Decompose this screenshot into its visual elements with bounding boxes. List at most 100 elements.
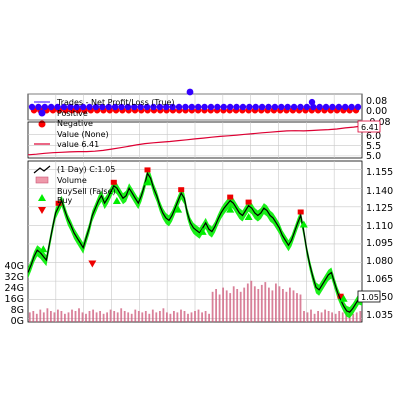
positive-trade-marker xyxy=(290,103,298,111)
volume-bar xyxy=(215,289,217,322)
price-y-tick: 1.080 xyxy=(366,256,393,267)
volume-bar xyxy=(53,312,56,322)
price-y-tick: 1.095 xyxy=(366,238,393,249)
volume-bar xyxy=(257,289,260,322)
positive-trade-marker xyxy=(329,103,336,111)
positive-trade-marker xyxy=(220,103,227,111)
value-y-tick: 5.0 xyxy=(366,151,381,162)
volume-bar xyxy=(123,311,126,322)
price-red-bar xyxy=(178,187,185,193)
value-y-ticks: 6.0 5.5 5.0 xyxy=(366,131,381,162)
volume-bar xyxy=(341,312,344,322)
negative-legend-marker xyxy=(38,120,46,128)
positive-trade-marker xyxy=(118,103,125,111)
volume-bar xyxy=(127,312,130,322)
volume-bar xyxy=(253,286,256,323)
buy-marker xyxy=(112,196,121,204)
positive-trade-marker xyxy=(35,103,42,111)
volume-bar xyxy=(310,309,312,322)
volume-bar xyxy=(78,308,80,323)
volume-bar xyxy=(187,313,189,323)
volume-bar xyxy=(299,294,302,322)
positive-trade-marker xyxy=(188,103,196,111)
sell-legend-marker xyxy=(38,207,46,214)
volume-bar xyxy=(271,290,274,322)
volume-bar xyxy=(243,287,246,322)
value-last-tag: 6.41 xyxy=(357,120,381,133)
volume-bar xyxy=(141,312,144,322)
buysell-legend-title: BuySell (False) xyxy=(57,187,116,196)
volume-y-tick: 24G xyxy=(5,283,24,294)
positive-trade-marker xyxy=(207,103,215,111)
volume-bar xyxy=(134,309,137,322)
positive-trade-marker xyxy=(137,103,144,111)
buy-marker xyxy=(226,205,235,213)
volume-bar xyxy=(194,311,196,322)
volume-y-ticks: 40G 32G 24G 16G 8G 0G xyxy=(5,261,24,327)
price-last-tag-box xyxy=(357,290,381,303)
positive-trade-marker xyxy=(335,103,343,111)
volume-bar xyxy=(74,311,77,322)
value-grid xyxy=(28,122,362,158)
volume-bar xyxy=(173,311,175,322)
negative-legend-label: Negative xyxy=(57,119,93,128)
volume-bar xyxy=(278,286,281,323)
positive-trade-marker xyxy=(60,103,68,111)
volume-bar xyxy=(42,312,45,322)
volume-bar xyxy=(64,313,66,323)
volume-bar xyxy=(246,283,249,322)
price-legend-swatch xyxy=(33,165,51,174)
positive-trade-marker xyxy=(28,103,36,111)
volume-legend-label: Volume xyxy=(57,176,87,185)
buy-marker xyxy=(39,245,48,253)
volume-bar xyxy=(296,293,298,322)
positive-legend-marker xyxy=(38,109,46,117)
price-red-bar xyxy=(227,194,234,200)
volume-bar xyxy=(324,309,326,322)
price-red-bar xyxy=(55,200,62,206)
volume-bar xyxy=(81,312,84,322)
buy-marker xyxy=(174,205,183,213)
trades-legend-title: Trades - Net Profit/Loss (True) xyxy=(56,98,175,107)
volume-bar xyxy=(169,313,172,323)
sell-marker xyxy=(88,260,97,268)
volume-bar xyxy=(190,312,193,322)
positive-trade-marker xyxy=(297,103,304,111)
volume-bar xyxy=(130,313,133,323)
volume-bar xyxy=(137,311,140,322)
positive-trade-marker xyxy=(124,103,132,111)
volume-bar xyxy=(32,311,35,322)
volume-legend-swatch xyxy=(35,176,49,184)
price-y-tick: 1.035 xyxy=(366,310,393,321)
buy-marker xyxy=(198,227,207,235)
positive-trade-marker xyxy=(73,103,80,111)
value-legend-label: value 6.41 xyxy=(57,140,99,149)
volume-bar xyxy=(268,287,270,322)
positive-trade-marker xyxy=(284,103,291,111)
buy-marker xyxy=(299,220,308,228)
price-band xyxy=(28,167,362,319)
positive-trade-marker xyxy=(54,103,61,111)
price-red-bar xyxy=(297,209,304,215)
volume-bar xyxy=(39,309,42,322)
volume-bar xyxy=(60,311,63,322)
volume-bar xyxy=(92,309,94,322)
positive-trade-marker xyxy=(99,103,106,111)
positive-trade-marker xyxy=(41,103,48,111)
volume-y-tick: 32G xyxy=(5,272,24,283)
volume-bar xyxy=(222,287,224,322)
value-y-tick: 5.5 xyxy=(366,141,381,152)
volume-bar xyxy=(102,313,105,323)
volume-bar xyxy=(285,291,288,323)
positive-trade-marker xyxy=(92,103,100,111)
buy-legend-label: Buy xyxy=(57,196,73,205)
volume-bar xyxy=(148,313,151,323)
positive-trade-marker xyxy=(67,103,74,111)
volume-y-tick: 0G xyxy=(11,316,24,327)
volume-bar xyxy=(201,312,203,322)
volume-bar xyxy=(282,289,284,322)
volume-bar xyxy=(116,312,119,322)
volume-bar xyxy=(28,312,31,322)
price-y-tick: 1.125 xyxy=(366,203,393,214)
trades-y-tick: 0.08 xyxy=(366,96,387,107)
